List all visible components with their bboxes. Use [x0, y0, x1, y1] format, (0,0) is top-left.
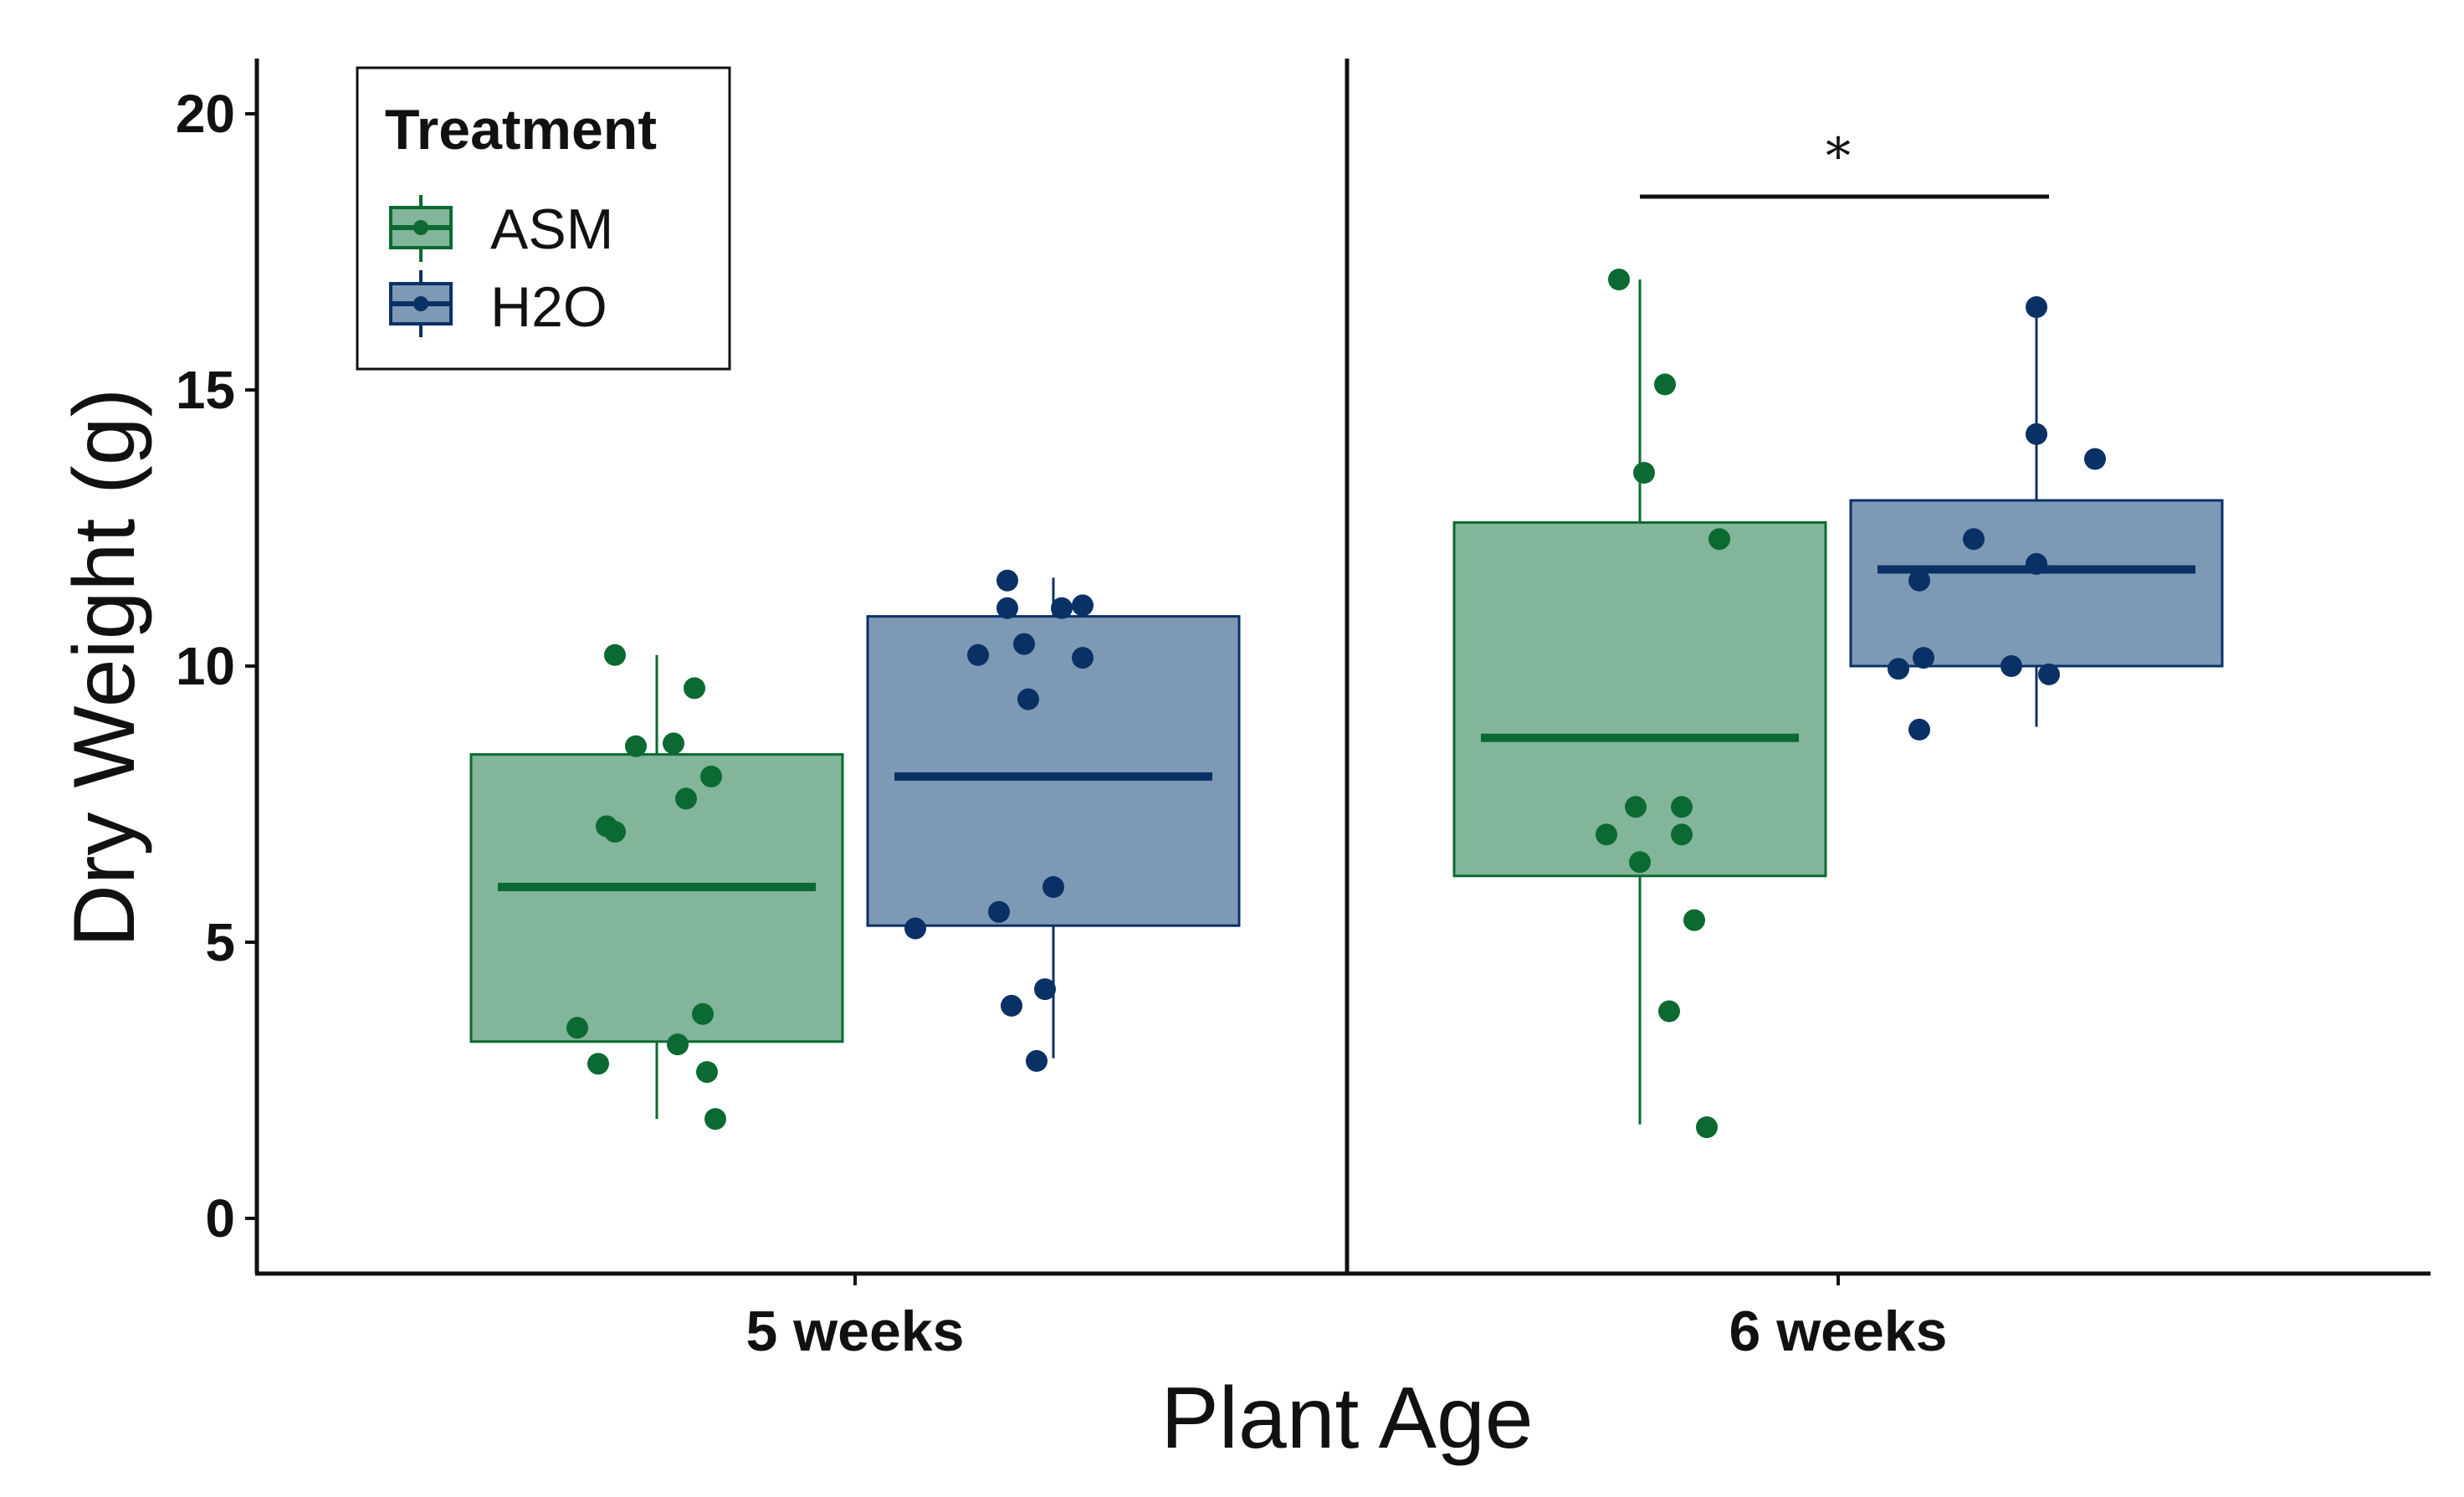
box-body: [866, 615, 1241, 927]
point-asm: [1671, 796, 1693, 818]
box-h2o-5-weeks: [866, 577, 1241, 1059]
legend-label-asm: ASM: [490, 197, 613, 261]
point-h2o: [2026, 296, 2047, 318]
point-asm: [700, 766, 722, 787]
point-h2o: [1013, 633, 1035, 655]
point-h2o: [1072, 594, 1094, 617]
point-asm: [1629, 851, 1651, 874]
point-asm: [1708, 528, 1730, 551]
point-h2o: [967, 643, 989, 666]
significance-marker: *: [1826, 127, 1851, 186]
x-tick-label-5-weeks: 5 weeks: [746, 1300, 965, 1363]
point-asm: [1608, 269, 1630, 290]
point-asm: [1654, 373, 1676, 396]
point-asm: [1596, 823, 1617, 846]
legend-key-asm-point: [413, 220, 428, 235]
point-h2o: [1963, 528, 1985, 551]
point-asm: [692, 1002, 714, 1025]
box-body: [1849, 499, 2224, 668]
point-asm: [1696, 1116, 1718, 1139]
y-tick-label: 15: [176, 360, 235, 420]
point-asm: [696, 1061, 718, 1084]
point-asm: [587, 1053, 609, 1075]
point-h2o: [996, 569, 1018, 592]
point-h2o: [1026, 1049, 1048, 1072]
y-tick-label: 20: [176, 84, 235, 144]
box-asm-6-weeks: [1452, 279, 1827, 1125]
y-tick-label: 5: [205, 912, 235, 972]
point-h2o: [1913, 647, 1934, 669]
legend: Treatment ASM H2O: [356, 66, 731, 371]
point-asm: [1683, 909, 1705, 931]
point-h2o: [2026, 423, 2047, 445]
point-asm: [667, 1033, 689, 1056]
point-asm: [1633, 462, 1655, 484]
point-h2o: [1051, 597, 1073, 619]
point-h2o: [2000, 655, 2022, 677]
point-asm: [625, 735, 647, 757]
point-asm: [704, 1108, 726, 1130]
points-layer: [566, 269, 2106, 1139]
point-asm: [1658, 1000, 1680, 1023]
point-h2o: [996, 597, 1018, 619]
y-tick-label: 10: [176, 636, 235, 696]
point-h2o: [1908, 718, 1930, 741]
point-asm: [604, 821, 626, 843]
point-h2o: [988, 900, 1010, 923]
x-tick-label-6-weeks: 6 weeks: [1729, 1300, 1948, 1363]
x-axis-title: Plant Age: [1160, 1370, 1533, 1467]
legend-item-asm: ASM: [389, 195, 613, 262]
point-h2o: [1072, 647, 1094, 669]
point-h2o: [2084, 448, 2106, 470]
box-asm-5-weeks: [469, 654, 844, 1120]
legend-key-h2o-point: [413, 296, 428, 311]
point-asm: [1671, 823, 1693, 846]
point-asm: [675, 787, 697, 810]
point-h2o: [1001, 994, 1022, 1017]
point-asm: [1625, 796, 1647, 818]
point-asm: [663, 732, 684, 755]
box-body: [469, 753, 844, 1043]
legend-label-h2o: H2O: [490, 275, 607, 339]
point-h2o: [1888, 658, 1909, 680]
point-h2o: [904, 917, 926, 940]
point-asm: [566, 1017, 588, 1039]
point-asm: [684, 677, 705, 700]
legend-item-h2o: H2O: [389, 270, 607, 339]
point-asm: [604, 643, 626, 666]
y-axis-title: Dry Weight (g): [56, 388, 153, 947]
legend-title: Treatment: [385, 98, 657, 161]
axes-layer: 0 5 10 15 20 5 weeks 6 weeks: [176, 59, 2431, 1363]
point-h2o: [2038, 663, 2060, 685]
point-h2o: [1908, 569, 1930, 592]
point-h2o: [1034, 978, 1056, 1001]
annotation-layer: *: [1640, 127, 2049, 199]
point-h2o: [1042, 876, 1064, 898]
point-h2o: [2026, 552, 2047, 575]
box-body: [1452, 520, 1827, 878]
point-h2o: [1017, 688, 1039, 710]
y-tick-label: 0: [205, 1188, 235, 1248]
